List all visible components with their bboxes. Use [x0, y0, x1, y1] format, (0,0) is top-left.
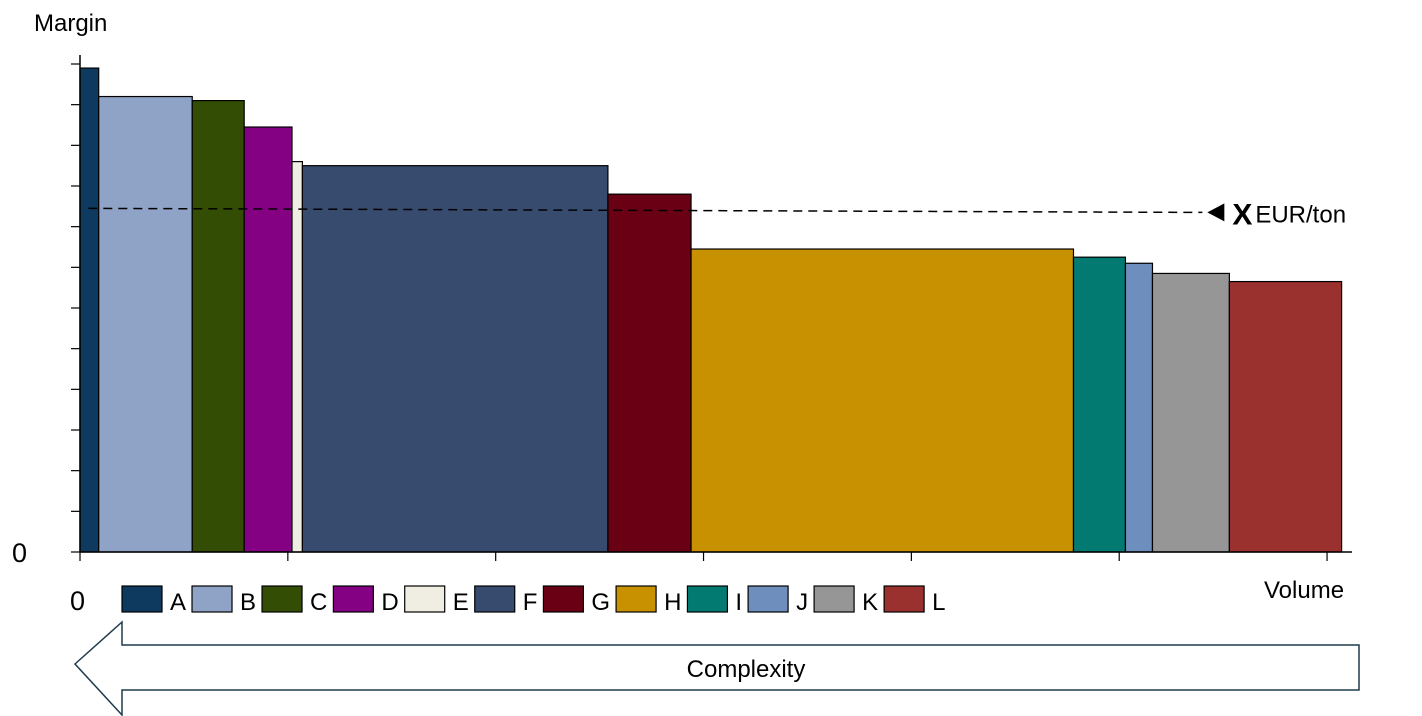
reference-dashed-line [88, 207, 1203, 214]
bar-c [191, 99, 245, 553]
reference-marker-icon [1207, 203, 1225, 222]
legend-swatch-k [813, 585, 855, 613]
reference-label-unit: EUR/ton [1255, 201, 1346, 228]
legend-swatch-d [332, 585, 374, 613]
axes-layer [79, 55, 1352, 553]
legend-label-e: E [453, 589, 469, 616]
legend-label-a: A [170, 589, 186, 616]
legend-label-f: F [523, 589, 538, 616]
bar-j [1124, 262, 1154, 553]
left-arrow-icon [73, 620, 1360, 716]
legend-label-g: G [591, 589, 610, 616]
bar-k [1151, 272, 1230, 553]
bar-f [301, 165, 609, 553]
legend-swatch-l [883, 585, 925, 613]
legend-label-l: L [932, 589, 945, 616]
bars-layer [79, 67, 1343, 553]
bar-a [79, 67, 100, 553]
bar-d [243, 126, 293, 553]
legend-swatch-f [474, 585, 516, 613]
legend-label-i: I [735, 589, 742, 616]
legend-swatch-b [191, 585, 233, 613]
legend-label-h: H [664, 589, 681, 616]
x-origin-label: 0 [70, 586, 85, 616]
legend-swatch-e [404, 585, 446, 613]
y-ticks [71, 63, 80, 553]
y-origin-label: 0 [12, 538, 27, 568]
legend-label-b: B [240, 589, 256, 616]
legend-label-c: C [310, 589, 327, 616]
bar-h [690, 248, 1075, 553]
legend-swatch-g [542, 585, 585, 613]
bar-l [1228, 280, 1343, 553]
bar-e [291, 161, 303, 553]
complexity-arrow-label: Complexity [687, 656, 806, 683]
x-axis-title: Volume [1264, 577, 1344, 604]
legend-swatch-c [261, 585, 303, 613]
bar-b [98, 95, 193, 553]
bar-g [607, 193, 692, 553]
legend-swatch-j [747, 585, 789, 613]
bar-i [1072, 256, 1127, 553]
legend: A B C D E F G H I J K L [121, 585, 945, 616]
reference-line-group: X EUR/ton [88, 198, 1346, 231]
x-ticks [79, 552, 1328, 561]
legend-label-j: J [796, 589, 808, 616]
y-axis-title: Margin [34, 10, 107, 37]
legend-swatch-i [686, 585, 729, 613]
legend-label-k: K [862, 589, 878, 616]
legend-swatch-a [121, 585, 163, 613]
complexity-arrow: Complexity [73, 620, 1360, 716]
legend-label-d: D [381, 589, 398, 616]
reference-label-x: X [1232, 198, 1252, 231]
legend-swatch-h [615, 585, 657, 613]
